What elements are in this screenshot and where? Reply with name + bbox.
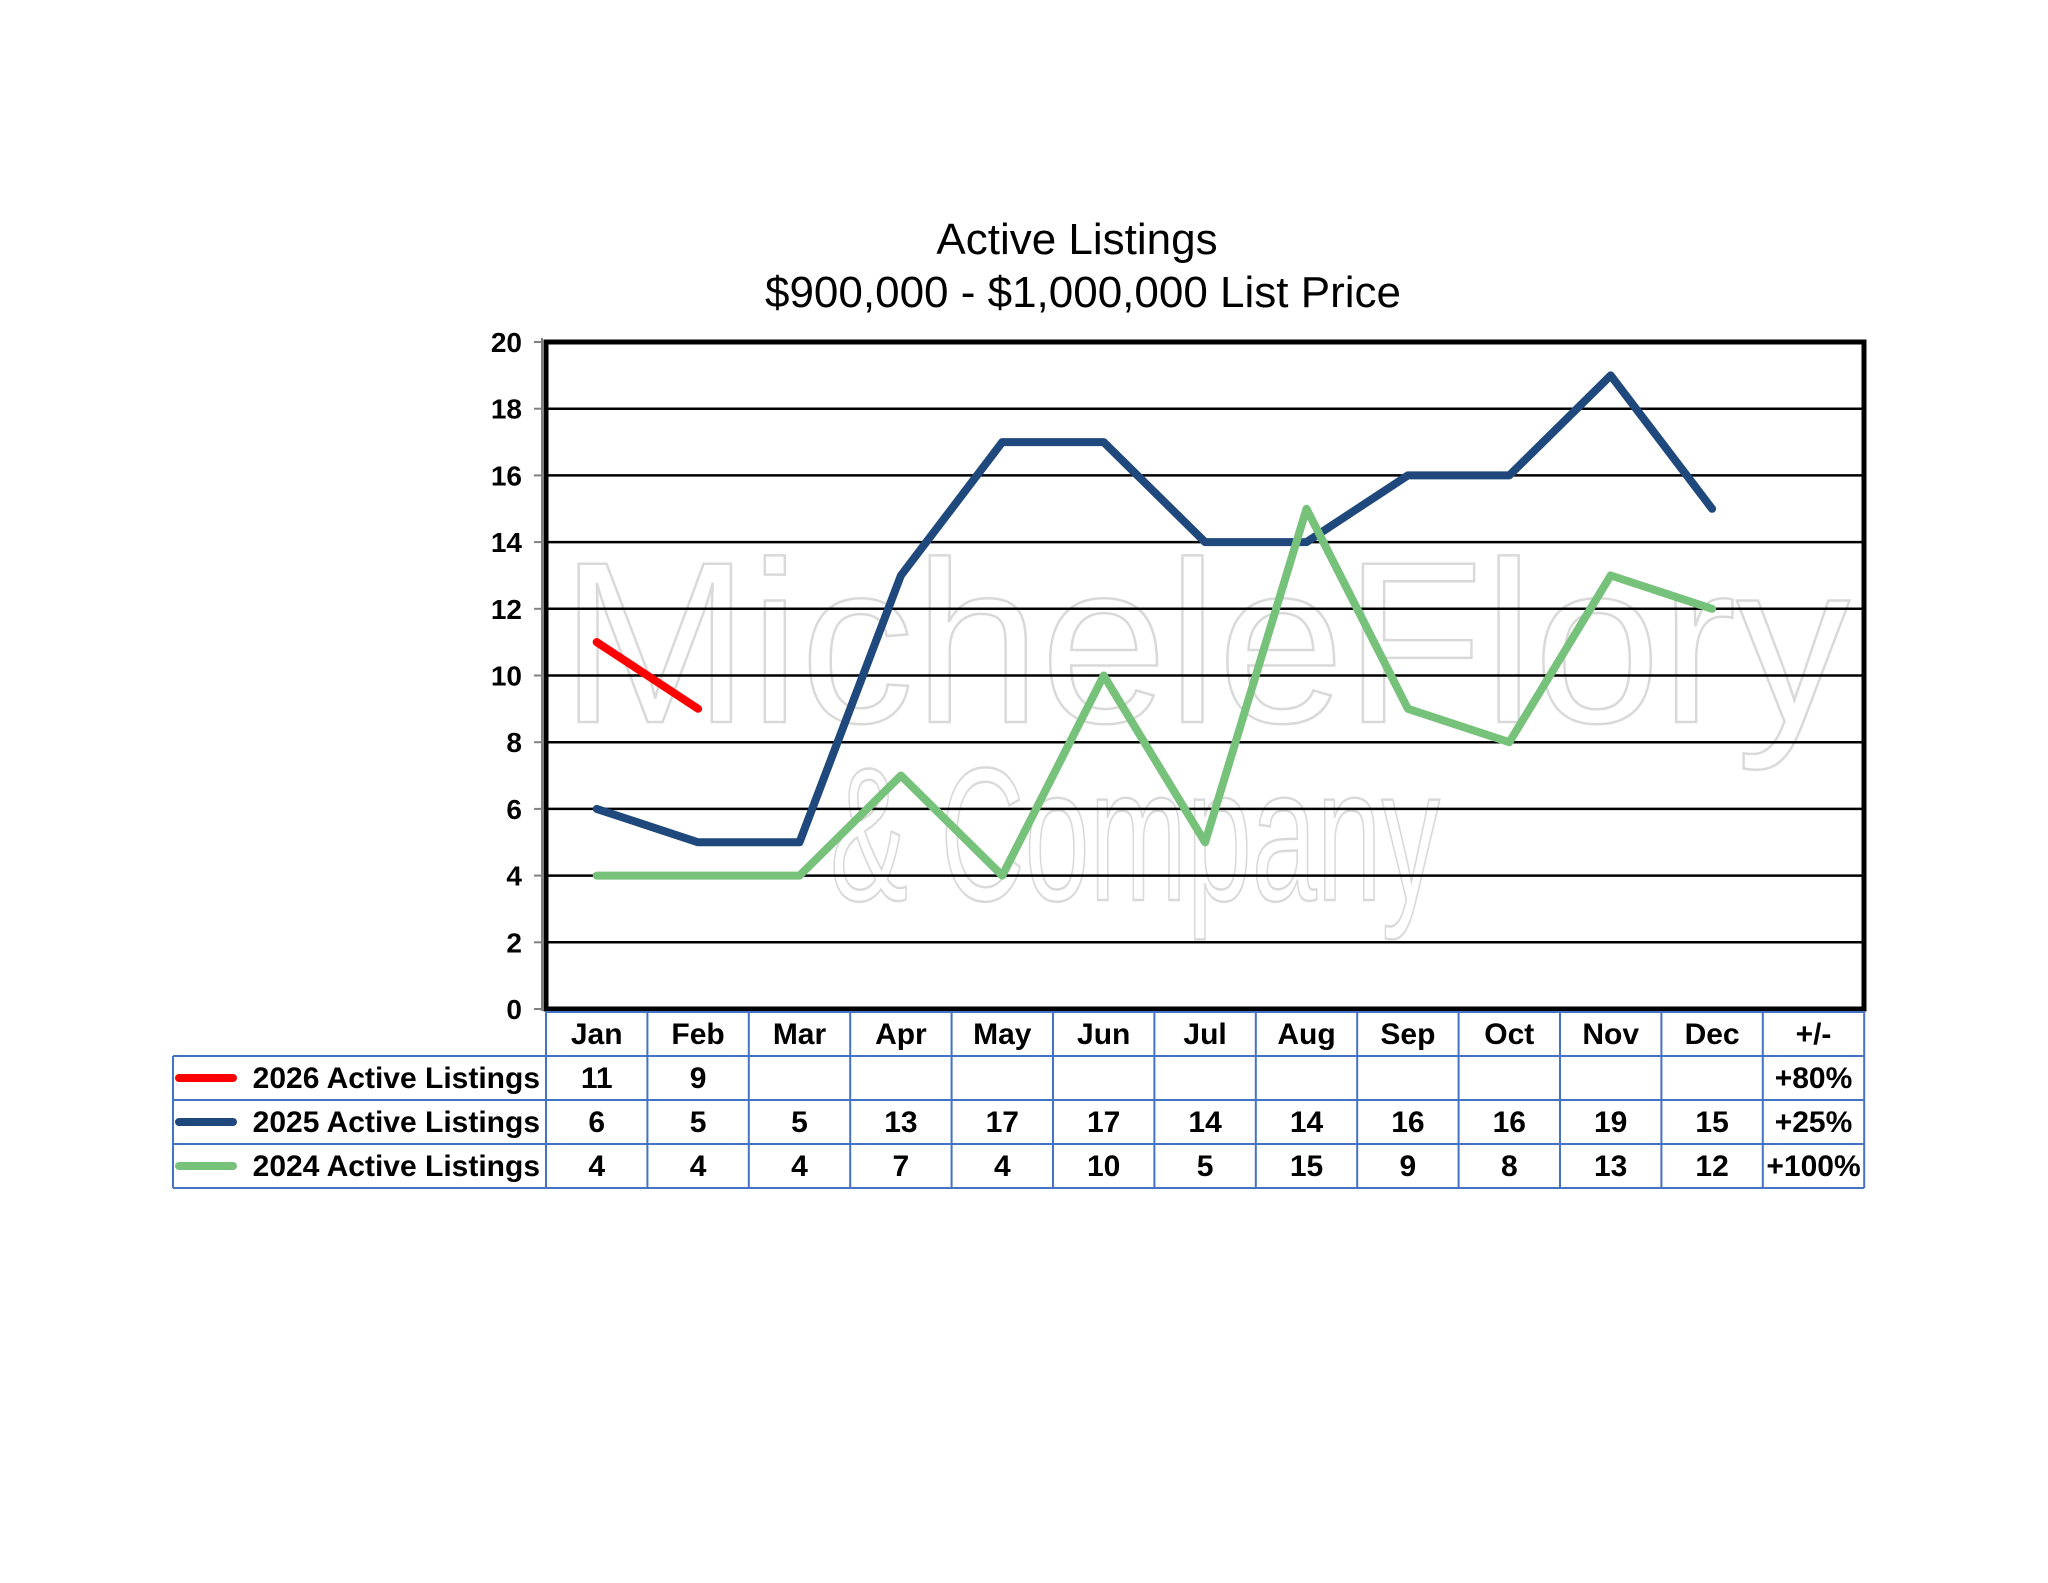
data-label: 4 <box>994 1150 1011 1183</box>
y-tick-label: 6 <box>506 794 522 825</box>
legend-label: 2024 Active Listings <box>253 1150 540 1183</box>
y-tick-label: 0 <box>506 994 522 1025</box>
data-point <box>1203 840 1207 844</box>
data-point <box>1305 507 1308 511</box>
data-label: 4 <box>791 1150 808 1183</box>
series-line <box>592 371 1717 847</box>
data-point <box>1406 707 1410 711</box>
y-axis-ticks: 0 2 4 6 8 10 12 14 16 18 20 <box>491 327 542 1025</box>
x-tick-label: Jun <box>1077 1018 1130 1051</box>
data-point <box>1203 540 1207 544</box>
chart-subtitle: $900,000 - $1,000,000 List Price <box>765 268 1401 317</box>
x-tick-label: Jan <box>571 1018 623 1051</box>
y-tick-label: 14 <box>491 527 523 558</box>
data-point <box>595 640 599 644</box>
y-tick-label: 4 <box>506 861 522 892</box>
x-tick-label: Dec <box>1685 1018 1740 1051</box>
data-label: 17 <box>1087 1106 1120 1139</box>
change-value: +25% <box>1775 1106 1853 1139</box>
y-tick-label: 18 <box>491 394 522 425</box>
data-point <box>595 874 599 878</box>
y-tick-label: 20 <box>491 327 522 358</box>
data-label: 5 <box>1197 1150 1214 1183</box>
data-point <box>1305 540 1308 544</box>
data-label: 5 <box>791 1106 808 1139</box>
watermark-company: & Company <box>830 729 1440 941</box>
data-point <box>1507 740 1511 744</box>
data-label: 13 <box>1594 1150 1627 1183</box>
watermark-name: MicheleFlory <box>560 514 1850 771</box>
data-label: 12 <box>1695 1150 1728 1183</box>
x-tick-label: Sep <box>1380 1018 1435 1051</box>
company-watermark: MicheleFlory & Company <box>559 513 1852 943</box>
series-3 <box>592 504 1717 880</box>
data-label: 14 <box>1188 1106 1222 1139</box>
data-point <box>798 874 801 878</box>
data-point <box>1710 607 1714 611</box>
data-point <box>696 874 700 878</box>
series-lines <box>592 371 1717 880</box>
x-tick-label: Apr <box>875 1018 927 1051</box>
data-point <box>1609 373 1613 377</box>
change-value: +80% <box>1775 1062 1853 1095</box>
data-label: 13 <box>884 1106 917 1139</box>
data-label: 4 <box>588 1150 605 1183</box>
data-label: 4 <box>690 1150 707 1183</box>
data-point <box>1609 573 1613 577</box>
data-point <box>899 573 903 577</box>
data-point <box>1102 674 1106 677</box>
data-label: 10 <box>1087 1150 1120 1183</box>
x-tick-label: Jul <box>1183 1018 1226 1051</box>
data-point <box>899 774 903 778</box>
data-label: 15 <box>1290 1150 1323 1183</box>
data-label: 17 <box>986 1106 1019 1139</box>
data-label: 9 <box>690 1062 707 1095</box>
x-tick-label: Nov <box>1582 1018 1639 1051</box>
x-tick-label: Oct <box>1484 1018 1534 1051</box>
series-2 <box>592 371 1717 847</box>
data-point <box>696 707 700 711</box>
x-tick-label: Mar <box>773 1018 827 1051</box>
series-line <box>592 638 703 713</box>
data-point <box>1102 440 1106 444</box>
data-label: 11 <box>581 1062 613 1095</box>
change-value: +100% <box>1766 1150 1860 1183</box>
legend-label: 2025 Active Listings <box>253 1106 540 1139</box>
data-label: 14 <box>1290 1106 1324 1139</box>
series-line <box>592 504 1717 880</box>
y-tick-label: 8 <box>506 727 522 758</box>
data-table: Jan Feb Mar Apr May Jun Jul Aug Sep Oct Nov Dec +/- 2… <box>172 1011 1866 1189</box>
chart-title: Active Listings <box>936 215 1217 264</box>
data-point <box>1000 874 1004 878</box>
data-label: 9 <box>1400 1150 1417 1183</box>
x-tick-label: Aug <box>1277 1018 1335 1051</box>
data-label: 19 <box>1594 1106 1627 1139</box>
y-tick-label: 10 <box>491 661 522 692</box>
data-label: 16 <box>1493 1106 1526 1139</box>
data-label: 15 <box>1695 1106 1728 1139</box>
data-point <box>798 840 801 844</box>
data-label: 6 <box>588 1106 605 1139</box>
data-point <box>1710 507 1714 511</box>
data-label: 7 <box>893 1150 910 1183</box>
data-point <box>1507 473 1511 477</box>
data-label: 16 <box>1391 1106 1424 1139</box>
y-tick-label: 2 <box>506 927 522 958</box>
y-tick-label: 12 <box>491 594 522 625</box>
series-1 <box>592 638 703 713</box>
x-tick-label: Feb <box>671 1018 724 1051</box>
data-point <box>1000 440 1004 444</box>
y-tick-label: 16 <box>491 460 522 491</box>
data-label: 5 <box>690 1106 707 1139</box>
change-header: +/- <box>1796 1018 1832 1051</box>
x-tick-label: May <box>973 1018 1032 1051</box>
data-point <box>1406 473 1410 477</box>
data-point <box>696 840 700 844</box>
plot-frame <box>543 339 1867 1012</box>
data-label: 8 <box>1501 1150 1518 1183</box>
legend-label: 2026 Active Listings <box>253 1062 540 1095</box>
data-point <box>595 807 599 811</box>
